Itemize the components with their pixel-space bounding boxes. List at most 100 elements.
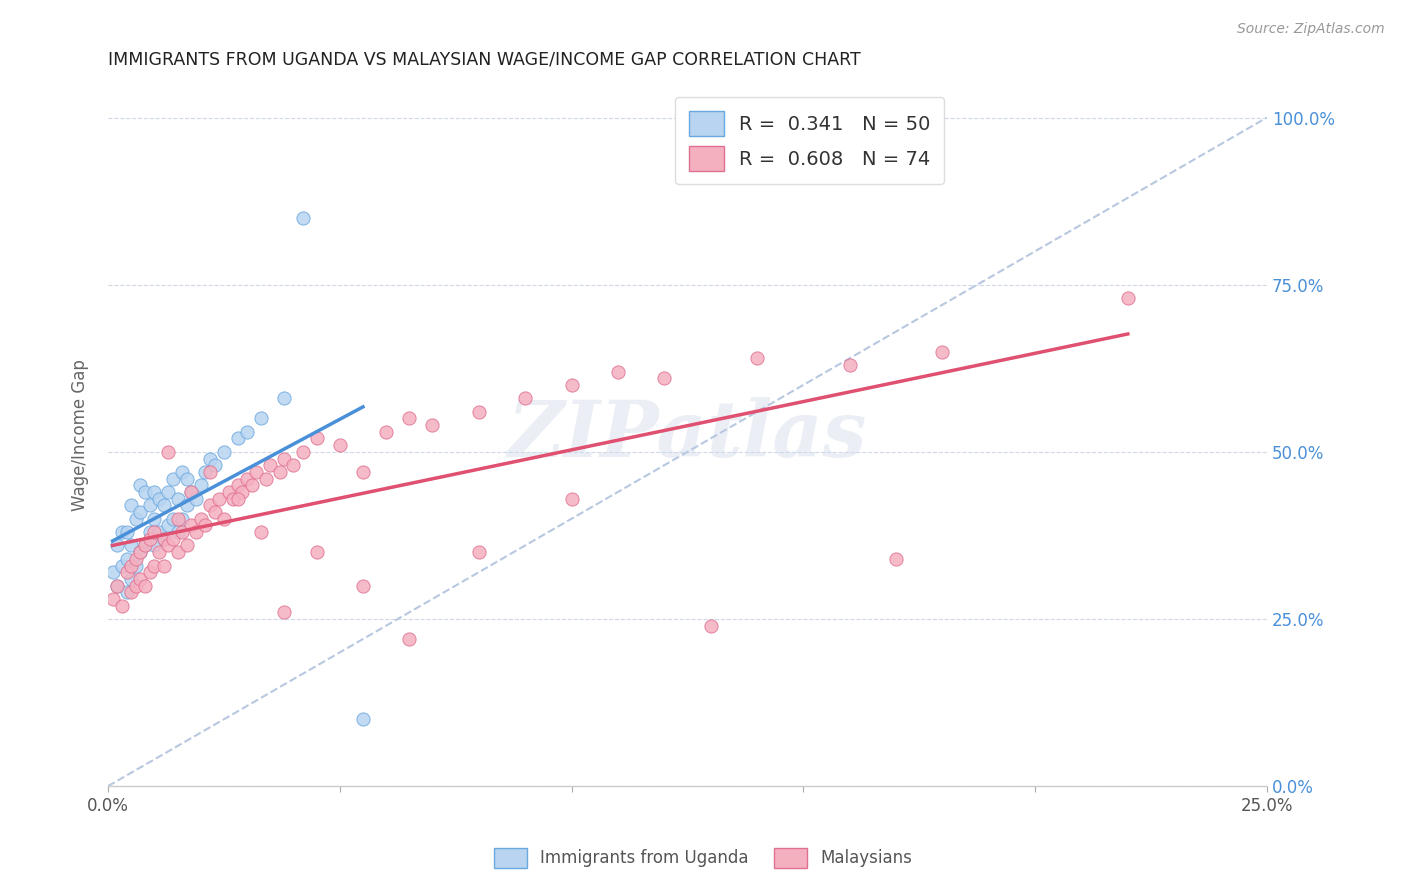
- Point: [250, 525, 273, 540]
- Point: [194, 465, 217, 479]
- Point: [240, 478, 263, 492]
- Text: Source: ZipAtlas.com: Source: ZipAtlas.com: [1237, 22, 1385, 37]
- Point: [120, 572, 142, 586]
- Point: [166, 512, 188, 526]
- Point: [222, 491, 245, 506]
- Point: [422, 418, 444, 433]
- Point: [152, 558, 174, 573]
- Point: [125, 551, 148, 566]
- Point: [138, 532, 160, 546]
- Point: [162, 512, 184, 526]
- Point: [468, 405, 491, 419]
- Point: [250, 411, 273, 425]
- Point: [105, 578, 128, 592]
- Point: [838, 358, 860, 372]
- Point: [143, 512, 166, 526]
- Point: [283, 458, 305, 473]
- Point: [931, 344, 953, 359]
- Point: [148, 525, 170, 540]
- Legend: R =  0.341   N = 50, R =  0.608   N = 74: R = 0.341 N = 50, R = 0.608 N = 74: [675, 97, 945, 185]
- Point: [352, 578, 374, 592]
- Point: [115, 565, 138, 579]
- Point: [273, 605, 295, 619]
- Point: [148, 545, 170, 559]
- Point: [129, 505, 152, 519]
- Point: [652, 371, 675, 385]
- Text: ZIPatlas: ZIPatlas: [508, 397, 868, 474]
- Point: [204, 505, 226, 519]
- Point: [115, 525, 138, 540]
- Point: [157, 445, 180, 459]
- Point: [143, 558, 166, 573]
- Point: [129, 545, 152, 559]
- Point: [226, 478, 249, 492]
- Point: [134, 578, 156, 592]
- Point: [468, 545, 491, 559]
- Point: [305, 432, 328, 446]
- Point: [115, 585, 138, 599]
- Point: [172, 512, 194, 526]
- Point: [291, 445, 314, 459]
- Point: [157, 538, 180, 552]
- Point: [226, 432, 249, 446]
- Point: [176, 499, 198, 513]
- Point: [138, 499, 160, 513]
- Point: [236, 472, 259, 486]
- Point: [194, 518, 217, 533]
- Point: [138, 525, 160, 540]
- Point: [699, 618, 721, 632]
- Point: [111, 558, 134, 573]
- Point: [212, 445, 235, 459]
- Point: [111, 599, 134, 613]
- Point: [398, 632, 420, 646]
- Point: [129, 478, 152, 492]
- Point: [129, 545, 152, 559]
- Point: [134, 538, 156, 552]
- Point: [166, 525, 188, 540]
- Point: [162, 532, 184, 546]
- Point: [291, 211, 314, 225]
- Point: [129, 572, 152, 586]
- Point: [204, 458, 226, 473]
- Point: [125, 578, 148, 592]
- Point: [245, 465, 267, 479]
- Legend: Immigrants from Uganda, Malaysians: Immigrants from Uganda, Malaysians: [486, 841, 920, 875]
- Point: [269, 465, 291, 479]
- Point: [259, 458, 281, 473]
- Point: [148, 491, 170, 506]
- Point: [180, 518, 202, 533]
- Point: [143, 525, 166, 540]
- Point: [352, 712, 374, 726]
- Point: [398, 411, 420, 425]
- Point: [105, 538, 128, 552]
- Point: [180, 485, 202, 500]
- Point: [208, 491, 231, 506]
- Point: [101, 565, 124, 579]
- Point: [212, 512, 235, 526]
- Point: [176, 538, 198, 552]
- Point: [226, 491, 249, 506]
- Point: [138, 565, 160, 579]
- Point: [111, 525, 134, 540]
- Point: [166, 491, 188, 506]
- Point: [152, 532, 174, 546]
- Point: [120, 585, 142, 599]
- Point: [236, 425, 259, 439]
- Point: [375, 425, 398, 439]
- Point: [305, 545, 328, 559]
- Point: [166, 545, 188, 559]
- Point: [101, 591, 124, 606]
- Point: [157, 518, 180, 533]
- Point: [134, 538, 156, 552]
- Point: [273, 392, 295, 406]
- Point: [198, 451, 221, 466]
- Point: [329, 438, 352, 452]
- Point: [115, 551, 138, 566]
- Point: [273, 451, 295, 466]
- Point: [120, 558, 142, 573]
- Point: [254, 472, 277, 486]
- Point: [125, 512, 148, 526]
- Point: [606, 365, 628, 379]
- Point: [172, 525, 194, 540]
- Point: [198, 465, 221, 479]
